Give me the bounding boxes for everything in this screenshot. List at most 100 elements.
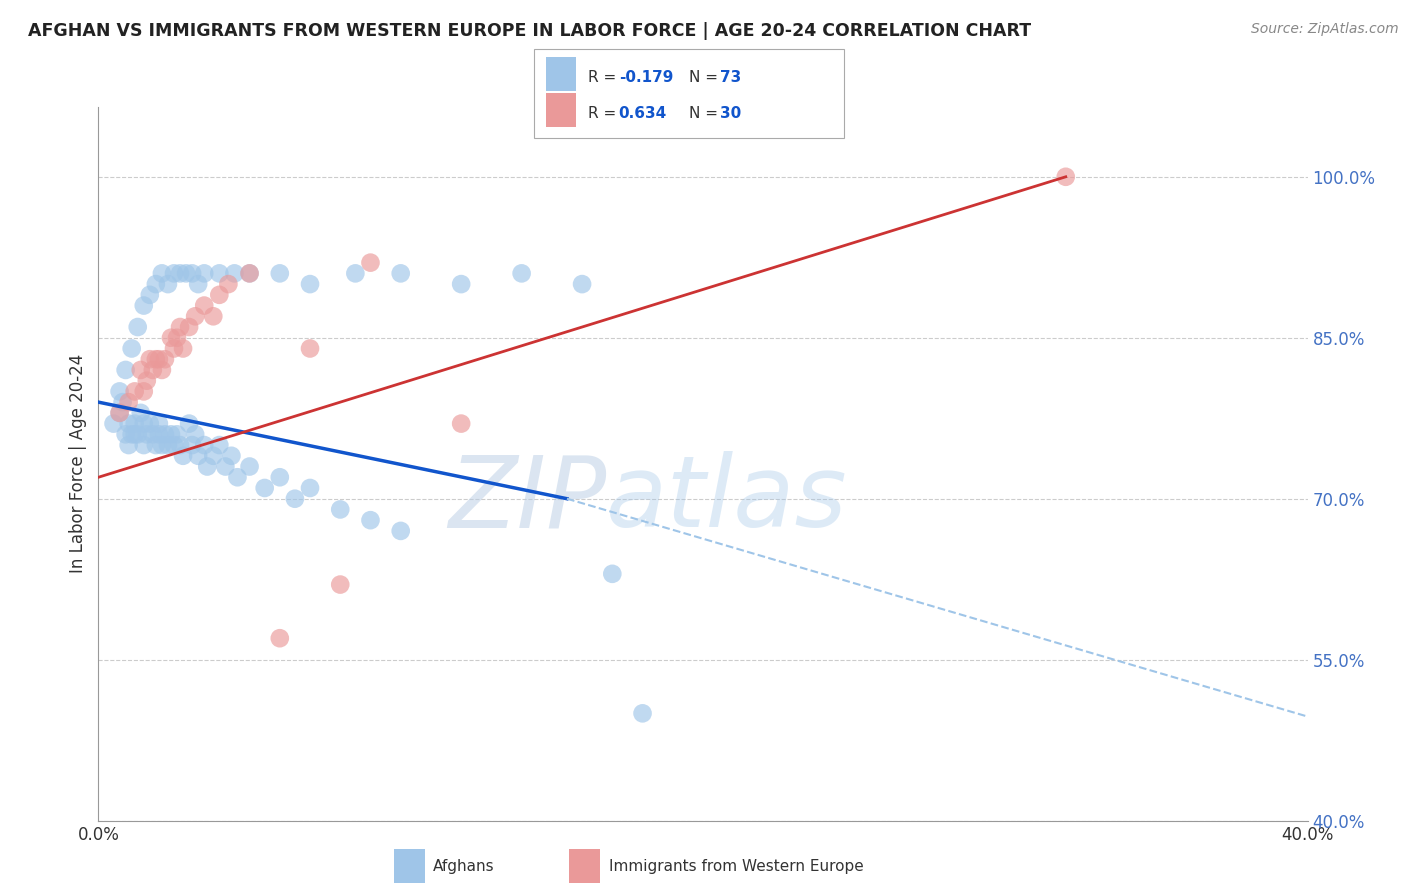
Point <box>360 513 382 527</box>
Point <box>360 255 382 269</box>
Point <box>187 277 209 291</box>
Text: R =: R = <box>588 106 621 120</box>
Text: Source: ZipAtlas.com: Source: ZipAtlas.com <box>1251 22 1399 37</box>
Point <box>160 331 183 345</box>
Point <box>153 352 176 367</box>
Point <box>224 266 246 280</box>
Point <box>239 266 262 280</box>
Text: N =: N = <box>689 106 723 120</box>
Point <box>329 577 352 591</box>
Point <box>121 342 143 356</box>
Point <box>184 310 207 324</box>
Point <box>299 342 322 356</box>
Point <box>142 363 165 377</box>
Y-axis label: In Labor Force | Age 20-24: In Labor Force | Age 20-24 <box>69 354 87 574</box>
Text: 73: 73 <box>720 70 741 85</box>
Point <box>156 438 179 452</box>
Point <box>269 470 291 484</box>
Point <box>169 438 191 452</box>
Point <box>193 438 215 452</box>
Point <box>124 384 146 399</box>
Point <box>114 363 136 377</box>
Point <box>187 449 209 463</box>
Point <box>202 310 225 324</box>
Text: atlas: atlas <box>606 451 848 548</box>
Point <box>160 427 183 442</box>
Point <box>163 342 186 356</box>
Point <box>450 277 472 291</box>
Point <box>118 417 141 431</box>
Point <box>202 449 225 463</box>
Point <box>169 320 191 334</box>
Point <box>181 266 204 280</box>
Point <box>148 417 170 431</box>
Point <box>108 406 131 420</box>
Point <box>208 438 231 452</box>
Point <box>184 427 207 442</box>
Point <box>389 266 412 280</box>
Point <box>631 706 654 721</box>
Point <box>177 320 201 334</box>
Point <box>344 266 367 280</box>
Point <box>239 266 262 280</box>
Point <box>269 631 291 645</box>
Text: Afghans: Afghans <box>433 859 495 873</box>
Point <box>329 502 352 516</box>
Point <box>127 427 149 442</box>
Point <box>172 449 194 463</box>
Point <box>389 524 412 538</box>
Point <box>172 342 194 356</box>
Point <box>174 266 197 280</box>
Point <box>169 266 191 280</box>
Point <box>193 299 215 313</box>
Point <box>195 459 218 474</box>
Point <box>156 277 179 291</box>
Point <box>129 363 152 377</box>
Point <box>269 266 291 280</box>
Text: ZIP: ZIP <box>449 451 606 548</box>
Point <box>114 427 136 442</box>
Point <box>135 374 157 388</box>
Point <box>150 438 173 452</box>
Point <box>602 566 624 581</box>
Point <box>510 266 533 280</box>
Text: -0.179: -0.179 <box>619 70 673 85</box>
Point <box>132 299 155 313</box>
Point <box>145 438 167 452</box>
Point <box>127 320 149 334</box>
Point <box>124 427 146 442</box>
Point <box>118 438 141 452</box>
Point <box>571 277 593 291</box>
Point <box>163 438 186 452</box>
Point <box>284 491 307 506</box>
Point <box>111 395 134 409</box>
Point <box>163 266 186 280</box>
Text: Immigrants from Western Europe: Immigrants from Western Europe <box>609 859 863 873</box>
Point <box>132 384 155 399</box>
Point <box>103 417 125 431</box>
Point <box>217 277 239 291</box>
Point <box>139 288 162 302</box>
Text: N =: N = <box>689 70 723 85</box>
Point <box>166 427 188 442</box>
Point <box>208 288 231 302</box>
Point <box>208 266 231 280</box>
Point <box>299 277 322 291</box>
Point <box>135 427 157 442</box>
Point <box>142 427 165 442</box>
Point <box>145 352 167 367</box>
Text: 30: 30 <box>720 106 741 120</box>
Point <box>129 406 152 420</box>
Point <box>166 331 188 345</box>
Point <box>177 417 201 431</box>
Point <box>150 363 173 377</box>
Point <box>118 395 141 409</box>
Point <box>132 417 155 431</box>
Point <box>121 427 143 442</box>
Point <box>299 481 322 495</box>
Point <box>124 417 146 431</box>
Point <box>145 277 167 291</box>
Point <box>221 449 243 463</box>
Point <box>148 352 170 367</box>
Point <box>193 266 215 280</box>
